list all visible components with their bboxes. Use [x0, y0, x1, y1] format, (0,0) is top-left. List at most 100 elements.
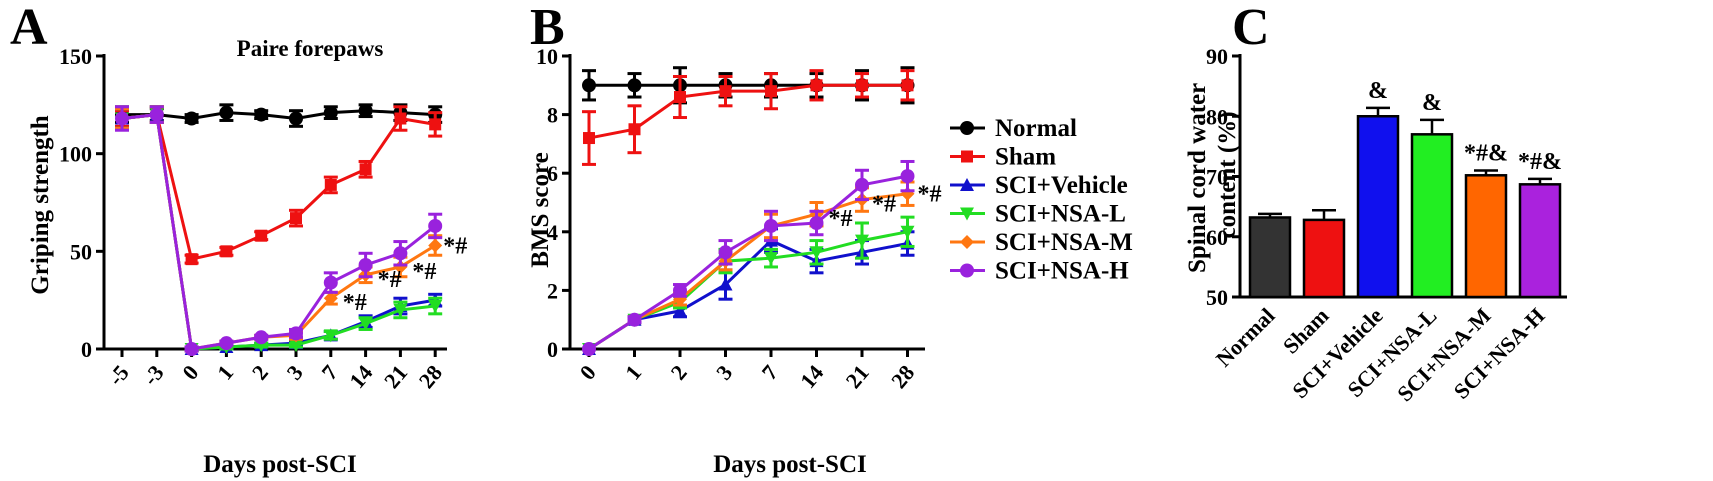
panel-b-data-point — [718, 277, 733, 291]
panel-b-x-axis-title: Days post-SCI — [713, 451, 867, 478]
panel-b-data-point — [901, 79, 914, 92]
panel-a-data-point — [323, 291, 338, 306]
panel-a-data-point — [428, 238, 443, 253]
panel-b-y-tick-label: 4 — [547, 220, 558, 245]
panel-letter-a: A — [10, 0, 48, 56]
panel-a-series-line — [121, 112, 436, 261]
panel-a-data-point — [428, 218, 443, 233]
panel-c-bar — [1248, 216, 1292, 299]
panel-c-y-tick-label: 60 — [1206, 225, 1228, 250]
panel-a-data-point — [323, 275, 338, 290]
panel-letter-b: B — [530, 0, 565, 56]
panel-a-data-point — [219, 105, 234, 120]
panel-a-data-point — [323, 329, 338, 343]
panel-b-significance-label: *# — [872, 192, 896, 218]
panel-b-significance-label: *# — [829, 206, 853, 232]
panel-a-data-point — [184, 111, 199, 126]
panel-a-x-tick-label: -3 — [138, 360, 169, 390]
panel-a-data-point — [115, 111, 129, 126]
panel-a-series-sham — [115, 105, 443, 266]
panel-a-data-point — [324, 178, 337, 191]
panel-b-data-point — [718, 245, 733, 260]
panel-a-title: Paire forepaws — [237, 36, 384, 61]
legend: NormalShamSCI+VehicleSCI+NSA-LSCI+NSA-MS… — [950, 115, 1133, 285]
panel-a-data-point — [358, 258, 373, 273]
panel-b-x-tick-label: 21 — [841, 360, 874, 393]
legend-marker — [960, 121, 974, 135]
panel-c-y-tick-label: 70 — [1206, 165, 1228, 190]
panel-b-data-point — [583, 132, 595, 145]
panel-b-data-point — [855, 234, 869, 248]
panel-a-x-tick-label: 21 — [379, 360, 412, 393]
legend-marker — [961, 150, 973, 163]
panel-a-significance-label: *# — [412, 259, 436, 285]
legend-label: Sham — [995, 144, 1056, 171]
panel-a-data-point — [289, 111, 303, 126]
legend-marker — [960, 235, 974, 249]
panel-b-data-point — [765, 85, 777, 98]
panel-c-chart: Spinal cord water content (%) 50 60 70 80 90… — [1184, 44, 1567, 406]
panel-c-bar — [1410, 133, 1454, 299]
panel-b-axes — [568, 54, 925, 351]
panel-a-data-point — [358, 317, 373, 331]
panel-a-data-point — [289, 326, 303, 341]
panel-a-x-tick-label: 28 — [414, 360, 447, 393]
panel-c-bar — [1302, 218, 1346, 299]
panel-a-x-axis-title: Days post-SCI — [203, 451, 357, 478]
panel-letter-c: C — [1232, 0, 1270, 56]
panel-a-data-point — [254, 330, 269, 345]
panel-a-data-point — [323, 105, 338, 120]
panel-c-x-tick-label: Normal — [1211, 303, 1280, 372]
panel-b-data-point — [809, 246, 824, 260]
panel-a-data-point — [184, 342, 199, 356]
panel-a-data-point — [429, 118, 442, 131]
panel-b-y-tick-label: 2 — [547, 278, 558, 303]
panel-b-y-tick-label: 0 — [547, 337, 558, 362]
panel-a-y-tick-label: 150 — [59, 44, 92, 69]
panel-b-data-point — [764, 252, 778, 266]
panel-b-data-point — [719, 85, 732, 98]
panel-c-y-axis-title: Spinal cord water content (%) — [1184, 77, 1241, 273]
panel-b-y-tick-label: 6 — [547, 161, 558, 186]
panel-b-y-tick-label: 10 — [536, 44, 558, 69]
panel-b-series-line — [588, 230, 908, 351]
panel-b-series-sham — [582, 69, 915, 166]
panel-b-y-axis-title: BMS score — [527, 152, 554, 268]
panel-a-data-point — [289, 339, 303, 353]
panel-c-y-axis-title-line-1: Spinal cord water — [1184, 83, 1211, 273]
panel-b-data-point — [627, 78, 642, 93]
panel-a-y-tick-label: 50 — [70, 239, 92, 264]
panel-c-y-tick-label: 50 — [1206, 285, 1228, 310]
panel-c-significance-label: & — [1368, 78, 1388, 104]
panel-b-data-point — [674, 91, 686, 104]
panel-a-x-tick-label: 7 — [316, 360, 342, 384]
legend-marker — [960, 207, 974, 221]
panel-a-x-tick-label: 1 — [212, 360, 238, 384]
panel-b-data-point — [900, 225, 915, 239]
panel-b-series-line — [588, 174, 908, 351]
panel-a-significance-label: *# — [378, 267, 402, 293]
panel-c-significance-label: & — [1422, 90, 1442, 116]
panel-a-series-line — [121, 112, 436, 351]
panel-a-data-point — [254, 107, 269, 122]
panel-b-x-tick-label: 3 — [711, 360, 737, 384]
panel-b-data-point — [582, 342, 596, 356]
legend-label: SCI+Vehicle — [995, 172, 1128, 199]
panel-a-significance-label: *# — [343, 290, 367, 316]
legend-label: SCI+NSA-M — [995, 229, 1133, 256]
panel-a-y-tick-label: 0 — [81, 337, 92, 362]
panel-a-data-point — [393, 303, 408, 317]
panel-c-y-tick-label: 80 — [1206, 104, 1228, 129]
panel-b-series-sci-vehicle — [582, 227, 915, 355]
panel-b-data-point — [900, 169, 915, 184]
legend-label: Normal — [995, 115, 1077, 142]
panel-b-x-tick-label: 28 — [886, 360, 919, 393]
panel-a-series-line — [122, 109, 436, 121]
panel-a-x-tick-label: 2 — [247, 360, 273, 384]
panel-b-data-point — [628, 123, 641, 136]
panel-b-series-sci-nsa-h — [582, 159, 915, 356]
panel-c-bar — [1464, 174, 1508, 299]
panel-a-data-point — [220, 245, 233, 258]
panel-a-chart: Paire forepaws Griping strength Days pos… — [27, 36, 467, 478]
panel-a-y-axis-title: Griping strength — [27, 115, 54, 295]
